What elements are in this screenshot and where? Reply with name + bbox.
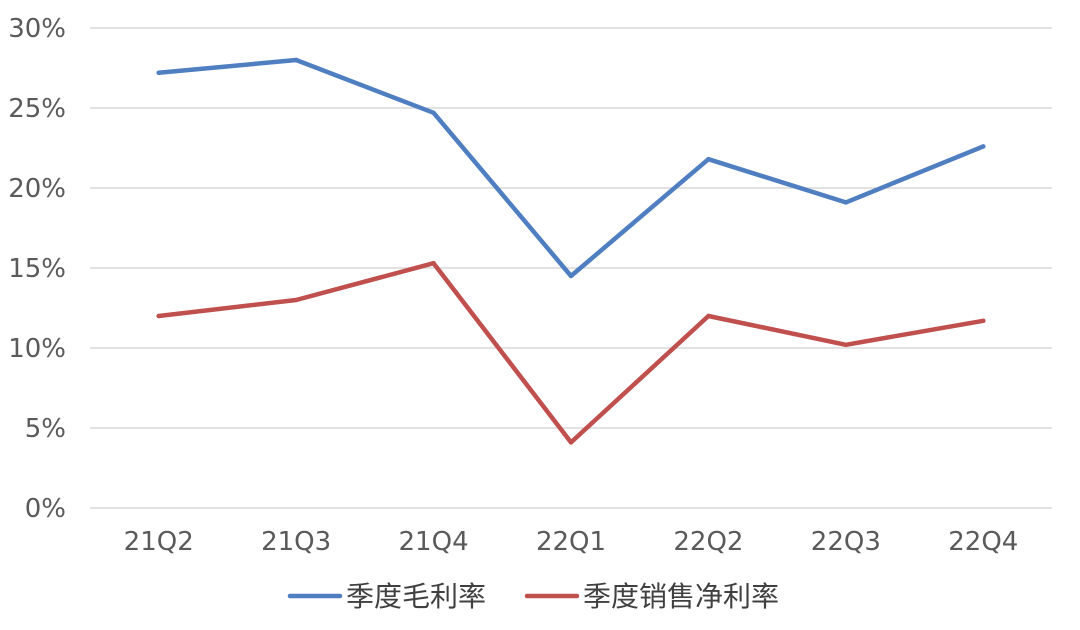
series-line-0 (156, 57, 986, 279)
legend-label: 季度销售净利率 (583, 580, 779, 613)
x-tick-label: 22Q4 (948, 527, 1018, 557)
data-point (293, 57, 299, 63)
legend-label: 季度毛利率 (346, 580, 486, 613)
y-tick-label: 20% (8, 174, 66, 204)
data-point (706, 157, 711, 162)
data-point (706, 313, 711, 319)
data-point (431, 110, 436, 116)
x-tick-label: 21Q3 (261, 527, 331, 557)
data-point (431, 261, 436, 266)
data-point (981, 318, 986, 323)
data-point (293, 297, 299, 303)
data-point (568, 273, 574, 279)
data-point (843, 342, 849, 347)
y-axis-ticks: 0% 5% 10% 15% 20% 25% 30% (8, 14, 66, 524)
x-tick-label: 21Q2 (124, 527, 194, 557)
y-tick-label: 25% (8, 94, 66, 124)
data-point (568, 440, 574, 445)
data-point (156, 313, 161, 319)
y-tick-label: 30% (8, 14, 66, 44)
gridlines (90, 27, 1052, 509)
x-axis-ticks: 21Q2 21Q3 21Q4 22Q1 22Q2 22Q3 22Q4 (124, 527, 1019, 557)
legend: 季度毛利率 季度销售净利率 (287, 580, 779, 613)
x-tick-label: 22Q2 (673, 527, 743, 557)
data-point (156, 70, 161, 76)
y-tick-label: 15% (8, 254, 66, 284)
data-point (981, 144, 986, 149)
y-tick-label: 0% (25, 494, 66, 524)
y-tick-label: 10% (8, 334, 66, 364)
y-tick-label: 5% (25, 414, 66, 444)
series-line-1 (156, 260, 986, 445)
x-tick-label: 22Q3 (811, 527, 881, 557)
x-tick-label: 21Q4 (399, 527, 469, 557)
x-tick-label: 22Q1 (536, 527, 606, 557)
data-point (843, 200, 849, 205)
series-group (156, 57, 986, 445)
